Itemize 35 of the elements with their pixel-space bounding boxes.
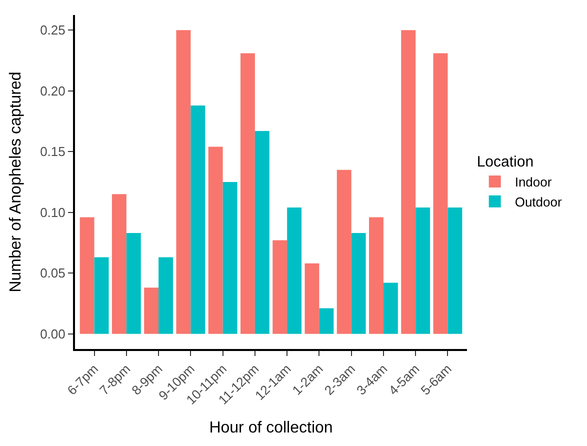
bar: [254, 130, 270, 334]
x-axis-title: Hour of collection: [209, 420, 333, 437]
legend-title: Location: [476, 154, 534, 170]
bar: [369, 217, 384, 334]
bar: [190, 105, 206, 334]
y-tick-label: 0.00: [40, 326, 66, 342]
bar: [433, 53, 448, 334]
legend-label: Outdoor: [514, 194, 562, 210]
bar: [287, 208, 302, 334]
y-tick-label: 0.20: [40, 83, 66, 98]
y-tick-label: 0.15: [40, 144, 66, 160]
bar: [126, 233, 141, 334]
bar: [304, 263, 320, 334]
bar: [94, 257, 109, 334]
bar: [416, 208, 430, 334]
bar: [158, 257, 173, 334]
bar: [144, 288, 159, 334]
bar: [319, 308, 334, 334]
bar: [176, 30, 191, 334]
bar: [272, 240, 288, 334]
bar: [336, 170, 352, 334]
bar: [208, 146, 223, 334]
bar: [222, 182, 238, 334]
bar: [383, 282, 398, 334]
y-tick-label: 0.05: [40, 266, 66, 281]
y-tick-label: 0.10: [40, 204, 66, 220]
y-tick-label: 0.25: [40, 22, 66, 38]
bar: [240, 53, 255, 334]
bar: [401, 30, 416, 334]
legend-label: Indoor: [514, 174, 552, 190]
bar: [448, 208, 462, 334]
bar: [112, 194, 126, 334]
bar: [80, 217, 94, 334]
y-axis-title: Number of Anopheles captured: [7, 72, 24, 292]
bar: [351, 233, 366, 334]
